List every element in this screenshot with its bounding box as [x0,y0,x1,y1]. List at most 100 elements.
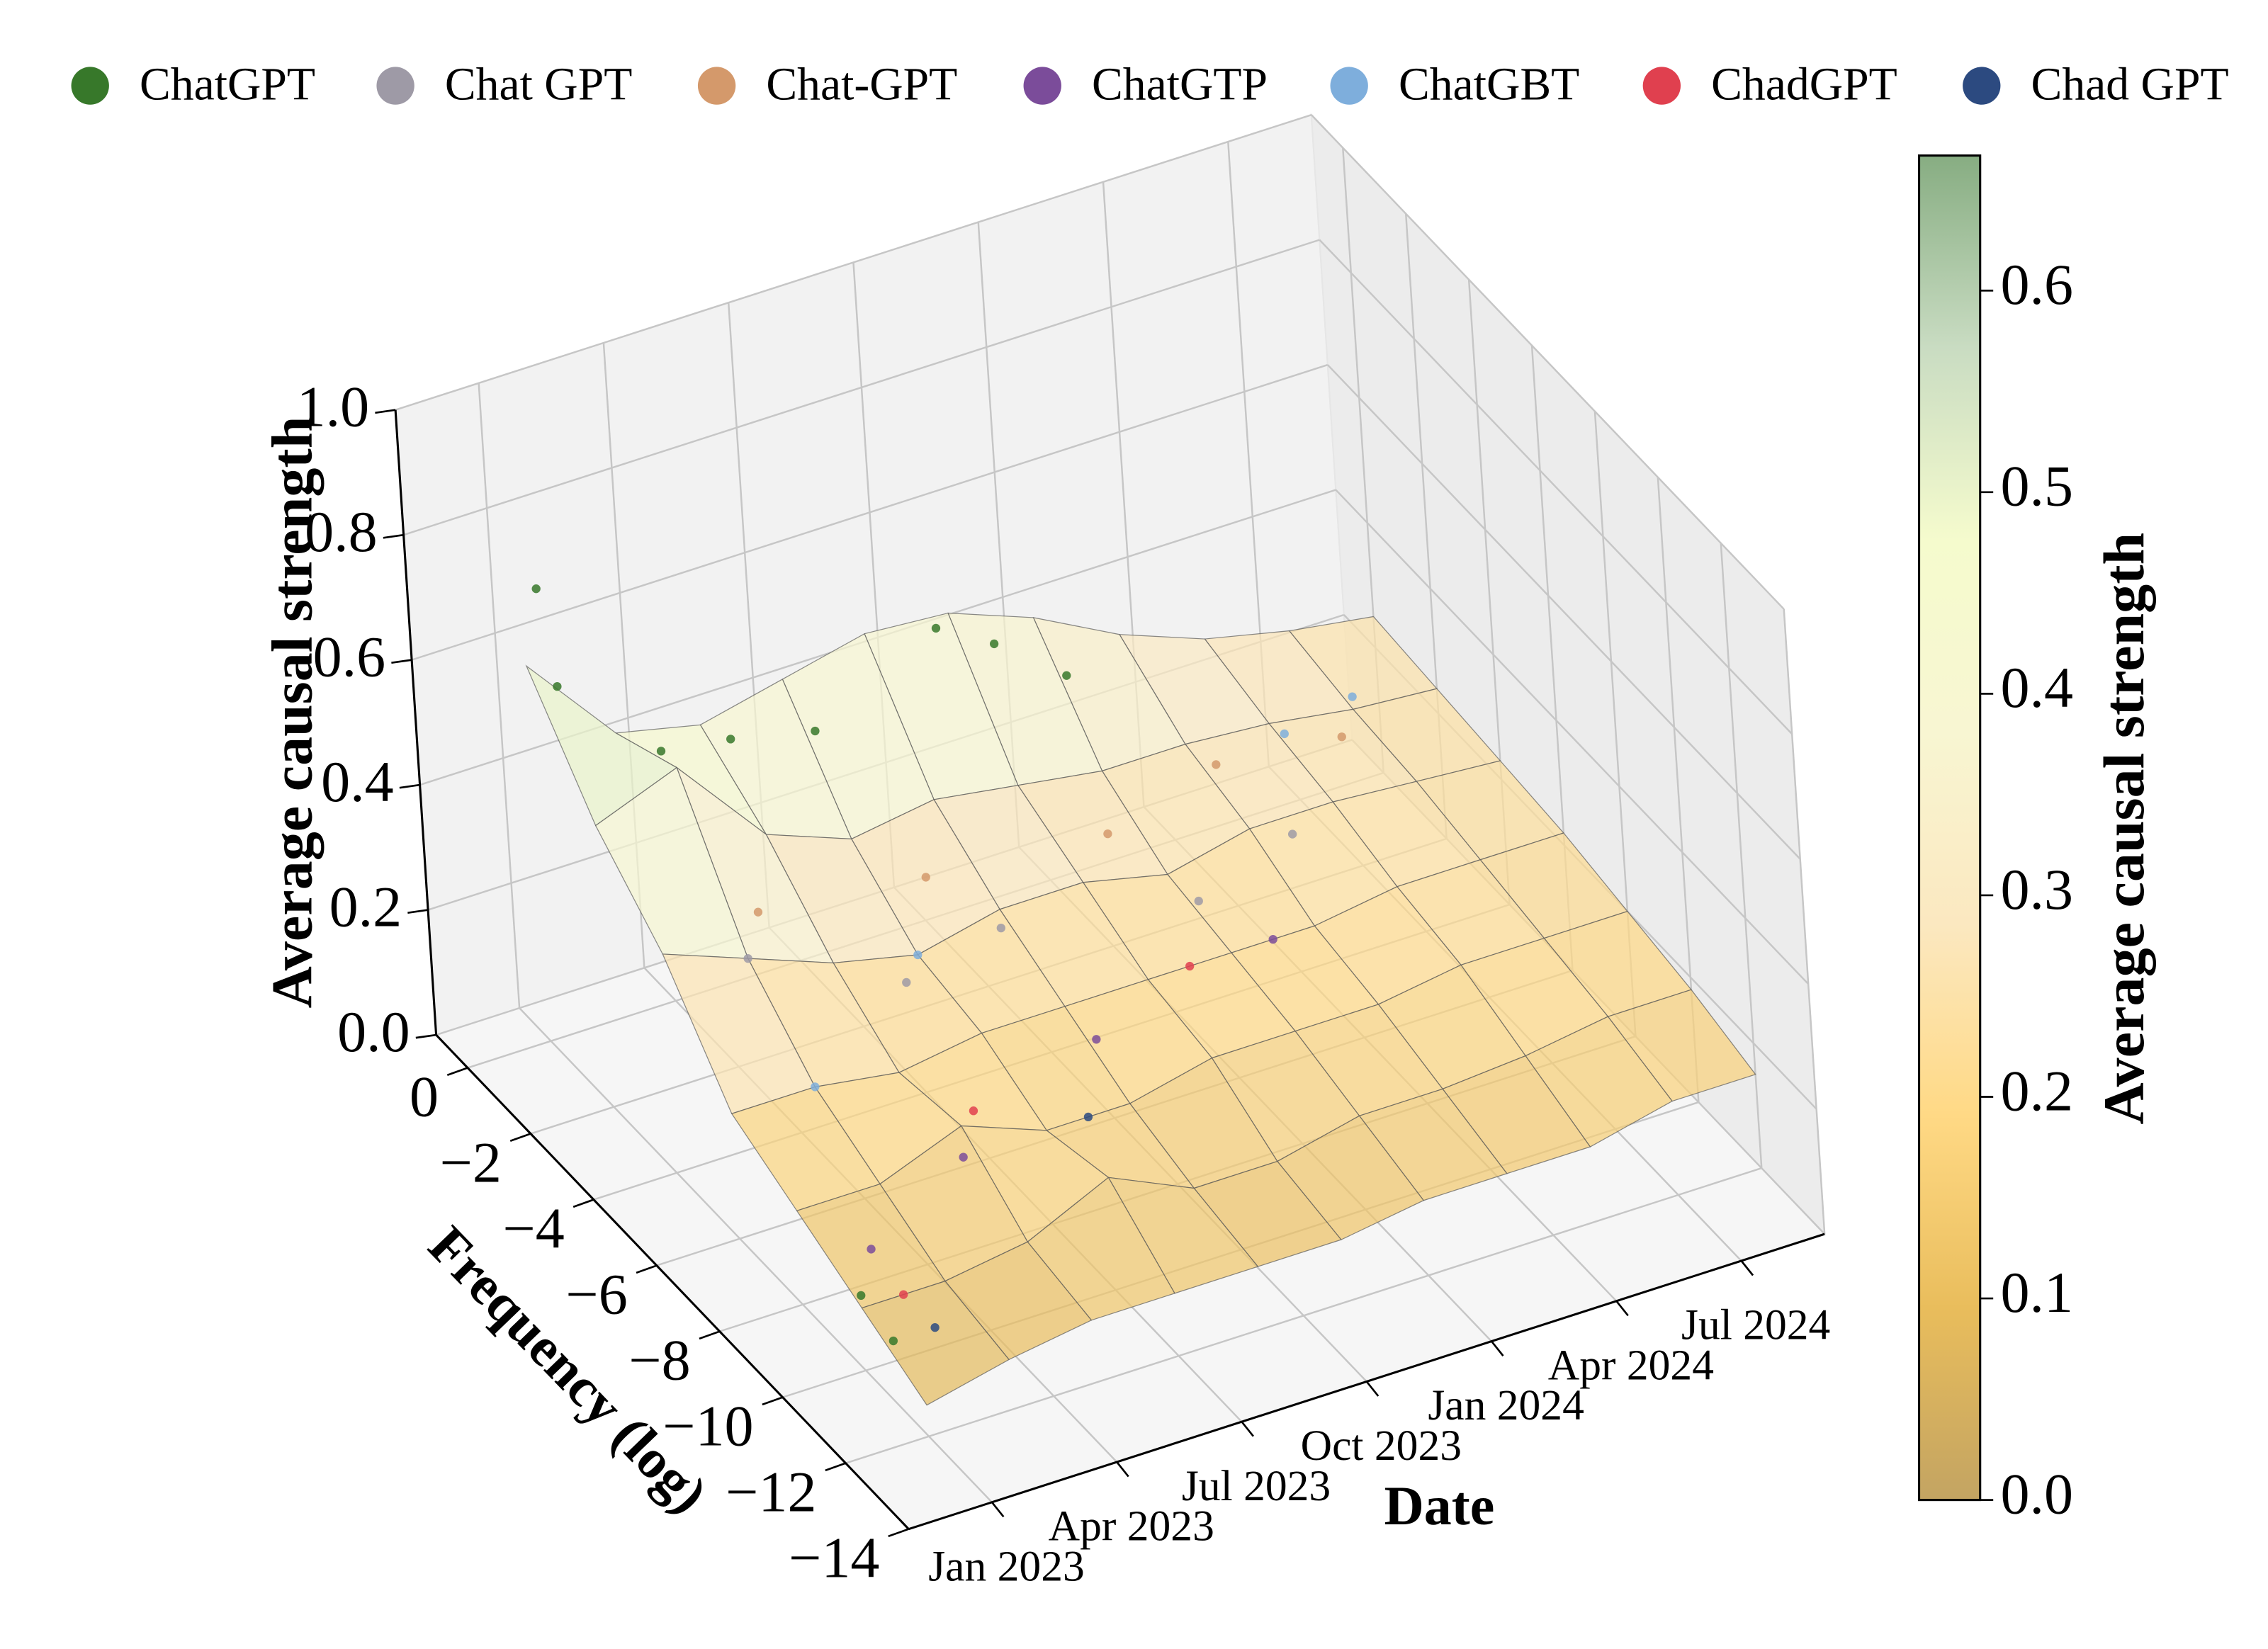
scatter-point [811,726,820,736]
x-tick-label: Jul 2024 [1681,1301,1830,1349]
z-axis-label: Average causal strength [259,416,324,1009]
tick-mark [1740,1260,1754,1276]
tick-mark [762,1396,784,1406]
y-tick-label: −2 [440,1130,502,1195]
tick-mark [825,1462,846,1472]
tick-mark [446,1067,468,1077]
x-axis-label: Date [1384,1475,1494,1536]
colorbar-tick-label: 0.3 [2000,857,2073,922]
tick-mark [399,783,420,789]
scatter-point [888,1336,898,1346]
legend-label: ChatGTP [1092,58,1268,110]
grid-line [1319,239,1793,735]
grid-line [1310,114,1785,610]
scatter-point [743,953,752,963]
scatter-point [1092,1035,1101,1044]
tick-mark [888,1528,909,1538]
colorbar-label: Average causal strength [2092,533,2156,1125]
x-tick-label: Jan 2023 [928,1542,1085,1590]
tick-mark [1116,1461,1129,1478]
scatter-point [1287,829,1297,839]
tick-mark [509,1133,531,1143]
z-tick-label: 0.4 [321,749,394,814]
scatter-point [921,873,930,882]
legend-marker [1963,67,2001,105]
tick-mark [1241,1421,1254,1437]
legend-marker [697,67,736,105]
scatter-point [1062,671,1071,680]
tick-mark [375,409,396,414]
x-tick-label: Apr 2023 [1049,1502,1214,1551]
scatter-point [989,639,999,649]
colorbar-tick-label: 0.4 [2000,655,2073,720]
scatter-point [1194,896,1203,906]
legend-label: Chat-GPT [766,58,957,110]
z-tick-label: 0.8 [305,499,378,564]
legend-label: ChatGPT [140,58,315,110]
x-tick-label: Oct 2023 [1301,1422,1462,1470]
legend-marker [1023,67,1061,105]
scatter-point [1337,732,1346,742]
tick-mark [383,533,404,539]
colorbar-tick-label: 0.1 [2000,1260,2073,1325]
scatter-point [931,623,941,633]
colorbar-tick-label: 0.5 [2000,454,2073,518]
tick-mark [572,1198,594,1208]
scatter-point [811,1082,820,1092]
scatter-point [867,1245,876,1254]
legend-label: ChatGBT [1399,58,1579,110]
legend: ChatGPT Chat GPT Chat-GPT ChatGTP ChatGBT Cha… [71,58,2229,110]
scatter-point [930,1322,940,1332]
tick-mark [1615,1300,1629,1317]
colorbar-tick-label: 0.6 [2000,252,2073,317]
legend-marker [1330,67,1368,105]
legend-marker [71,67,109,105]
axis-line [394,409,438,1036]
tick-mark [991,1501,1005,1518]
scatter [531,584,1357,1346]
scatter-point [553,681,562,691]
axis-line [435,1033,910,1530]
surface-cell [861,1280,1010,1406]
z-tick-label: 0.0 [337,999,410,1064]
y-tick-label: −8 [628,1328,690,1393]
grid-line [1335,489,1810,985]
y-tick-label: −14 [789,1526,879,1590]
grid-line [1783,608,1826,1235]
scatter-point [1280,729,1289,739]
grid-line [478,382,521,1009]
axes: 0.0 0.2 0.4 0.6 0.8 1.0 0−2−4−6−8−10−12−14 Jan … [297,375,1831,1591]
grid-line [1720,543,1763,1169]
surface [525,612,1756,1406]
tick-mark [407,909,429,914]
tick-mark [415,1033,436,1039]
scatter-point [753,907,763,917]
scatter-point [996,923,1005,933]
scatter-point [969,1106,978,1116]
scatter-point [1083,1112,1093,1122]
legend-label: Chad GPT [2031,58,2229,110]
scatter-point [726,735,735,744]
legend-label: ChadGPT [1711,58,1897,110]
z-tick-label: 0.6 [313,625,386,689]
x-tick-label: Apr 2024 [1548,1341,1714,1389]
scatter-point [1212,760,1221,769]
legend-marker [1642,67,1681,105]
colorbar-gradient [1917,154,1982,1502]
legend-marker [376,67,414,105]
z-tick-label: 0.2 [329,874,402,939]
x-tick-label: Jan 2024 [1428,1381,1584,1429]
scatter-point [913,950,923,960]
scatter-point [902,978,911,987]
legend-label: Chat GPT [445,58,632,110]
colorbar-tick-label: 0.2 [2000,1058,2073,1123]
scatter-point [898,1290,908,1299]
scatter-point [857,1291,866,1300]
y-tick-label: −4 [503,1196,565,1261]
y-tick-label: −10 [662,1394,753,1458]
scatter-point [531,584,541,594]
tick-mark [699,1330,721,1340]
y-tick-label: 0 [410,1065,439,1129]
scatter-point [1268,934,1277,944]
